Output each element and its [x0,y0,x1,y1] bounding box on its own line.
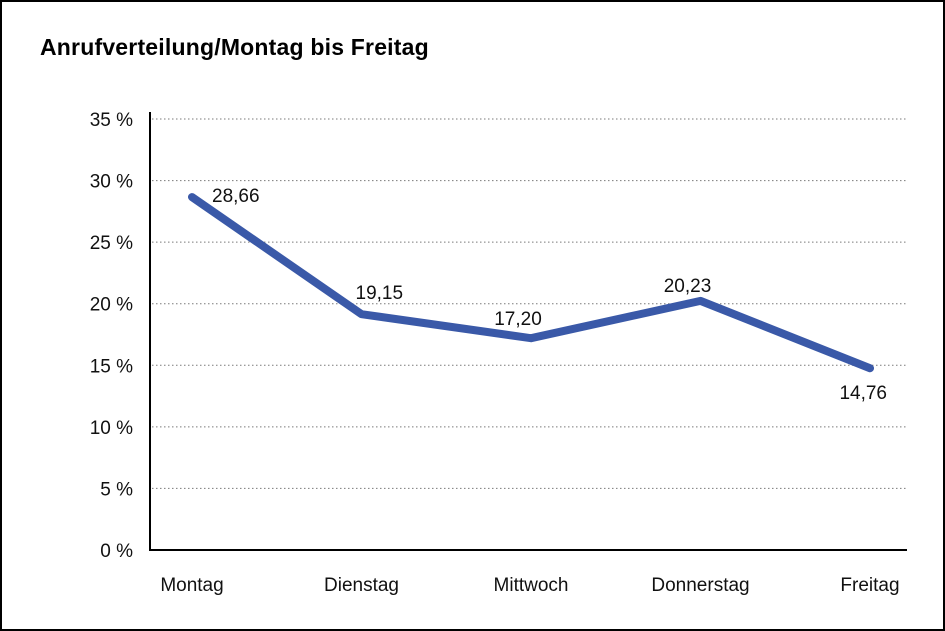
data-line [188,193,874,373]
x-tick-label: Dienstag [324,575,399,596]
data-label: 28,66 [212,186,260,207]
x-tick-label: Montag [160,575,223,596]
x-tick-label: Mittwoch [494,575,569,596]
data-label: 20,23 [664,276,712,297]
y-tick-label: 20 % [90,295,133,316]
y-tick-label: 35 % [90,110,133,131]
chart-title: Anrufverteilung/Montag bis Freitag [40,34,429,60]
y-tick-label: 30 % [90,172,133,193]
x-tick-label: Freitag [840,575,899,596]
y-tick-label: 15 % [90,356,133,377]
y-tick-label: 5 % [100,479,133,500]
y-tick-label: 10 % [90,418,133,439]
y-tick-label: 25 % [90,233,133,254]
y-tick-label: 0 % [100,541,133,562]
x-tick-label: Donnerstag [651,575,749,596]
data-label: 19,15 [356,283,404,304]
data-label: 17,20 [494,309,542,330]
data-label: 14,76 [839,383,887,404]
